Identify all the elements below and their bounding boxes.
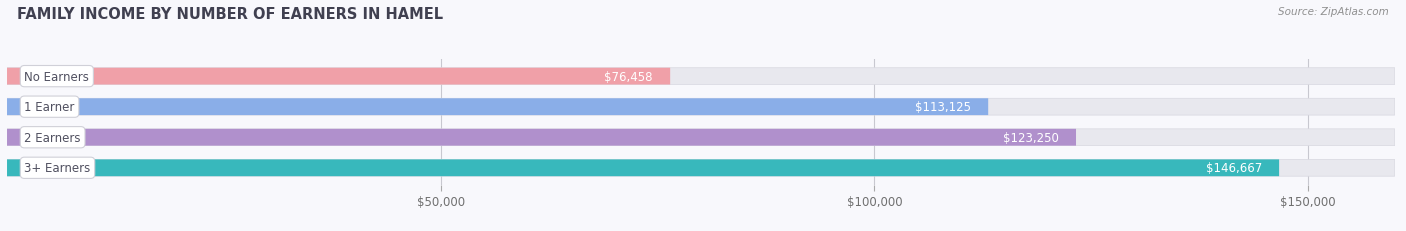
Text: $123,250: $123,250 <box>1002 131 1059 144</box>
Text: 1 Earner: 1 Earner <box>24 101 75 114</box>
FancyBboxPatch shape <box>7 99 988 116</box>
Text: $146,667: $146,667 <box>1205 162 1261 175</box>
FancyBboxPatch shape <box>7 160 1279 176</box>
Text: $76,458: $76,458 <box>605 70 652 83</box>
Text: FAMILY INCOME BY NUMBER OF EARNERS IN HAMEL: FAMILY INCOME BY NUMBER OF EARNERS IN HA… <box>17 7 443 22</box>
Text: $113,125: $113,125 <box>915 101 972 114</box>
FancyBboxPatch shape <box>7 68 671 85</box>
FancyBboxPatch shape <box>7 99 1395 116</box>
Text: No Earners: No Earners <box>24 70 89 83</box>
FancyBboxPatch shape <box>7 68 1395 85</box>
Text: Source: ZipAtlas.com: Source: ZipAtlas.com <box>1278 7 1389 17</box>
FancyBboxPatch shape <box>7 129 1076 146</box>
FancyBboxPatch shape <box>7 129 1395 146</box>
Text: 2 Earners: 2 Earners <box>24 131 82 144</box>
FancyBboxPatch shape <box>7 160 1395 176</box>
Text: 3+ Earners: 3+ Earners <box>24 162 90 175</box>
